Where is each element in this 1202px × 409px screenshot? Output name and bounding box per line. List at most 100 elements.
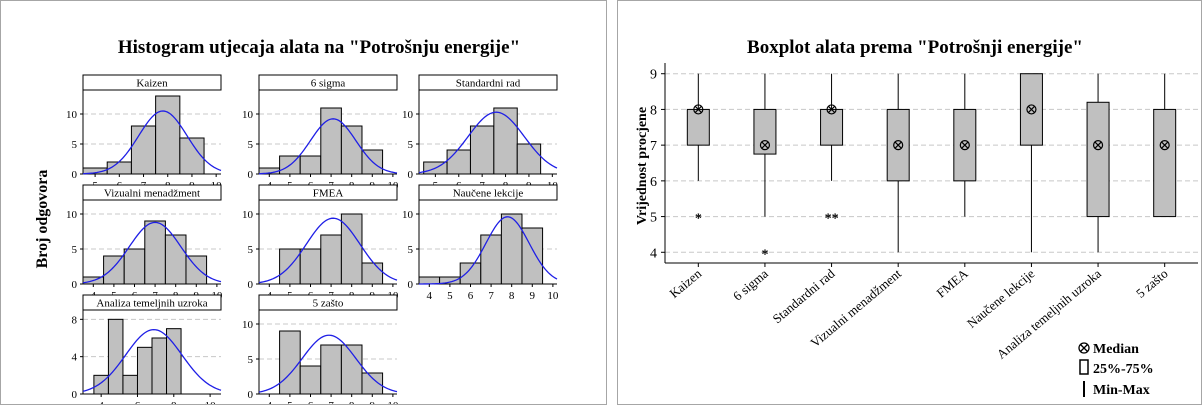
panel-header-box xyxy=(418,74,558,91)
x-tick-label: 8 xyxy=(171,400,177,404)
histogram-bar xyxy=(516,143,542,175)
x-tick-label: Kaizen xyxy=(666,265,704,300)
x-tick-label: 9 xyxy=(530,290,536,302)
histogram-panel-5-zasto: 5 zašto 0 5 10 4 5 6 7 8 9 10 xyxy=(242,294,399,409)
median-marker xyxy=(1092,140,1104,151)
histogram-bar xyxy=(155,95,181,175)
y-tick-label: 5 xyxy=(72,244,78,256)
median-marker xyxy=(893,140,904,151)
x-tick-label: 8 xyxy=(509,290,515,302)
y-tick-label: 0 xyxy=(72,169,78,181)
x-tick-label: 5 xyxy=(287,400,293,404)
panel-header-label: Kaizen xyxy=(136,78,168,90)
y-tick-label: 0 xyxy=(72,389,78,401)
panel-header-label: 6 sigma xyxy=(311,78,346,90)
normal-fit-curve xyxy=(418,111,558,174)
median-marker-cross xyxy=(1161,141,1169,149)
panel-header-box xyxy=(258,294,398,311)
histogram-bar xyxy=(299,155,322,175)
boxplot-kaizen: * xyxy=(686,73,710,227)
boxplot-ylabel: Vrijednost procjene xyxy=(635,107,650,225)
boxplot-6-sigma: * xyxy=(753,73,777,262)
histogram-bar xyxy=(361,262,384,285)
legend-whisker-label: Min-Max xyxy=(1093,383,1150,398)
y-tick-label: 10 xyxy=(402,109,414,121)
normal-fit-curve xyxy=(82,328,222,392)
x-tick-label: FMEA xyxy=(933,265,971,300)
y-tick-label: 5 xyxy=(248,139,254,151)
histogram-panel: Histogram utjecaja alata na "Potrošnju e… xyxy=(0,0,607,409)
histogram-panel-6-sigma: 6 sigma051045678910 xyxy=(242,74,399,192)
x-tick-label: 4 xyxy=(98,400,104,404)
median-marker-cross xyxy=(827,105,836,114)
boxplot-standardni-rad: * * xyxy=(820,73,844,227)
panel-header-box xyxy=(258,74,398,91)
histogram-panel-analiza-temeljnih-uzroka: Analiza temeljnih uzroka 0 4 8 4 6 8 10 xyxy=(72,294,222,409)
median-marker-cross xyxy=(961,141,969,149)
y-tick-label: 0 xyxy=(408,279,414,291)
histogram-bar xyxy=(103,255,125,285)
normal-fit-curve xyxy=(258,217,398,284)
outlier-marker: * xyxy=(761,247,768,262)
histogram-bar xyxy=(185,255,208,285)
histogram-bar xyxy=(320,344,342,395)
panel-header-box xyxy=(258,184,398,201)
y-tick-label: 8 xyxy=(72,314,78,326)
histogram-bar xyxy=(164,234,187,285)
y-tick-label: 5 xyxy=(72,139,78,151)
histogram-bar xyxy=(320,107,342,175)
box-iqr xyxy=(1086,101,1110,218)
median-marker-cross xyxy=(694,105,702,114)
median-marker xyxy=(693,104,704,115)
histogram-bar xyxy=(122,374,138,395)
y-tick-label: 0 xyxy=(72,279,78,291)
x-tick-label: 10 xyxy=(547,290,559,302)
median-marker xyxy=(759,140,771,151)
x-tick-label: 4 xyxy=(267,400,273,404)
x-tick-label: 8 xyxy=(349,400,355,404)
histogram-panel-standardni-rad: Standardni rad05105678910 xyxy=(402,74,558,192)
x-tick-label: 5 zašto xyxy=(1133,266,1171,301)
y-tick-label: 5 xyxy=(650,211,657,226)
panel-header-label: 5 zašto xyxy=(313,298,344,310)
x-tick-label: 6 sigma xyxy=(730,266,771,304)
histogram-panel-naucene-lekcije: Naučene lekcije 0 5 10 4 5 6 7 8 9 10 xyxy=(402,184,559,302)
y-tick-label: 4 xyxy=(72,352,78,364)
histogram-bar xyxy=(130,125,157,175)
y-tick-label: 10 xyxy=(66,209,78,221)
x-tick-label: 7 xyxy=(488,290,494,302)
legend-median-icon xyxy=(1078,342,1090,354)
legend-median-label: Median xyxy=(1093,342,1139,357)
histogram-bar xyxy=(480,234,502,285)
x-tick-label: 7 xyxy=(328,400,334,404)
y-tick-label: 0 xyxy=(248,279,254,291)
median-marker xyxy=(959,140,970,151)
y-tick-label: 4 xyxy=(650,246,657,261)
box-iqr xyxy=(686,108,710,146)
legend-box-icon xyxy=(1079,359,1089,375)
histogram-bar xyxy=(493,107,518,175)
y-tick-label: 9 xyxy=(650,68,657,83)
histogram-bar xyxy=(459,262,482,285)
boxplot-naucene-lekcije xyxy=(1019,73,1043,253)
y-tick-label: 10 xyxy=(402,209,414,221)
histogram-panel-vizualni-menadzment: Vizualni menadžment051045678910 xyxy=(66,184,223,302)
histogram-bar xyxy=(299,248,322,285)
y-tick-label: 5 xyxy=(408,244,414,256)
normal-fit-curve xyxy=(258,334,398,393)
outlier-marker: * xyxy=(695,212,702,227)
legend-median-icon xyxy=(1080,344,1088,352)
histogram-bar xyxy=(418,276,441,285)
histogram-ylabel: Broj odgovora xyxy=(34,170,51,269)
outlier-marker: * xyxy=(825,212,832,227)
normal-fit-curve xyxy=(82,110,222,175)
median-marker xyxy=(1026,104,1037,115)
box-iqr xyxy=(820,108,844,146)
box-iqr xyxy=(753,108,777,155)
histogram-bar xyxy=(107,318,124,395)
y-tick-label: 0 xyxy=(408,169,414,181)
x-tick-label: 6 xyxy=(468,290,474,302)
normal-fit-curve xyxy=(82,221,222,284)
y-tick-label: 8 xyxy=(650,103,657,118)
x-tick-label: Naučene lekcije xyxy=(964,266,1038,331)
